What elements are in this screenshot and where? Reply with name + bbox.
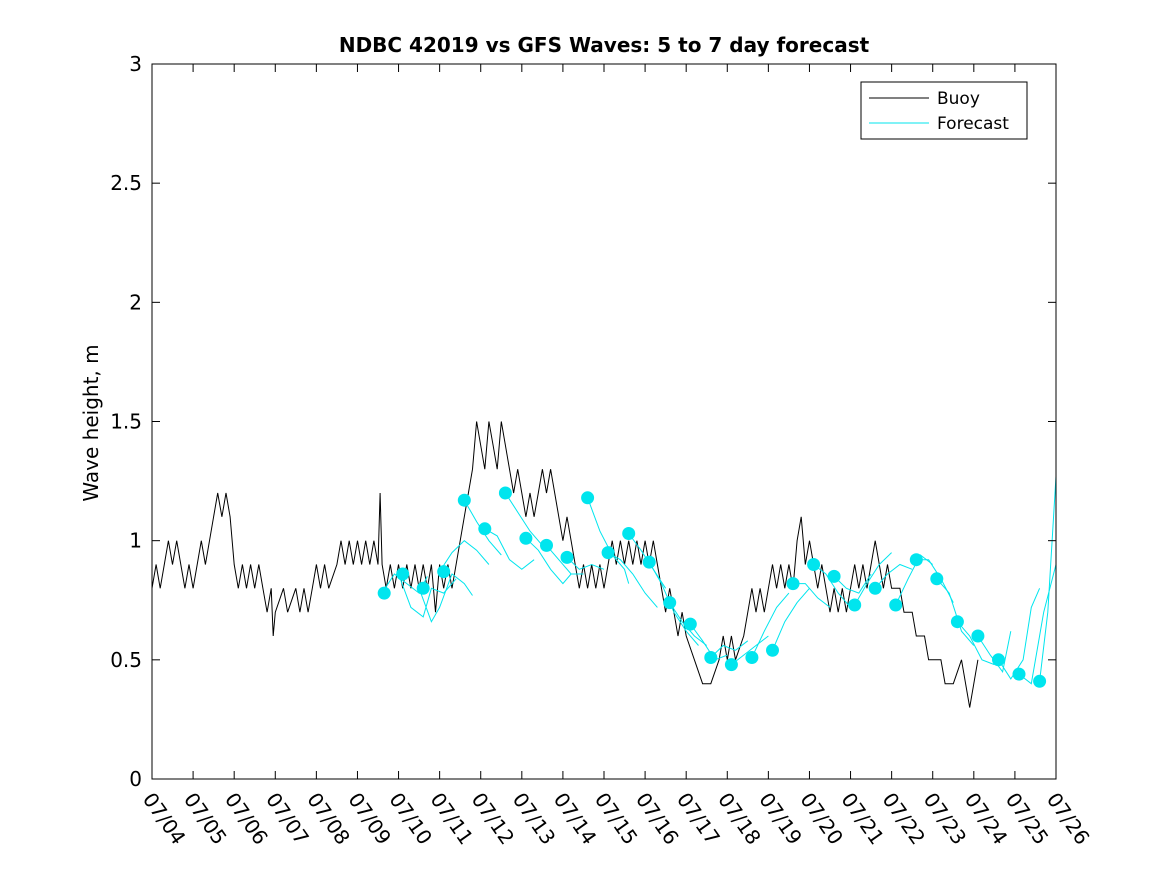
forecast-series-line-18 xyxy=(751,592,790,658)
forecast-marker-13 xyxy=(642,555,656,569)
forecast-marker-1 xyxy=(396,567,410,581)
forecast-marker-23 xyxy=(848,598,862,612)
forecast-series-line-16 xyxy=(710,640,749,658)
buoy-series-line xyxy=(151,421,979,708)
forecast-series-line-8 xyxy=(546,545,584,575)
y-tick-label-0: 0 xyxy=(129,767,142,791)
forecast-marker-9 xyxy=(560,550,574,564)
forecast-marker-0 xyxy=(377,586,391,600)
forecast-series-line-23 xyxy=(854,552,892,606)
forecast-marker-15 xyxy=(683,617,697,631)
forecast-marker-6 xyxy=(498,486,512,500)
forecast-marker-4 xyxy=(457,493,471,507)
y-tick-label-4: 2 xyxy=(129,290,142,314)
legend-forecast-label: Forecast xyxy=(937,114,1009,134)
forecast-marker-10 xyxy=(581,491,595,505)
forecast-marker-8 xyxy=(540,538,553,552)
y-tick-label-3: 1.5 xyxy=(110,410,142,434)
forecast-series-line-21 xyxy=(813,564,851,608)
forecast-series-line-9 xyxy=(566,557,605,570)
legend-box xyxy=(860,81,1028,140)
forecast-marker-17 xyxy=(724,658,738,672)
forecast-marker-18 xyxy=(745,651,759,664)
legend: Buoy Forecast xyxy=(860,81,1028,140)
forecast-marker-7 xyxy=(519,531,533,545)
forecast-marker-19 xyxy=(766,643,779,657)
forecast-marker-28 xyxy=(950,615,964,629)
forecast-series-line-22 xyxy=(833,573,872,594)
forecast-marker-20 xyxy=(786,577,800,591)
legend-buoy-label: Buoy xyxy=(937,89,980,109)
forecast-series-line-13 xyxy=(648,561,699,646)
y-tick-label-5: 2.5 xyxy=(110,171,142,195)
forecast-series-line-7 xyxy=(525,537,572,585)
forecast-series-line-30 xyxy=(998,588,1041,680)
forecast-series-line-3 xyxy=(439,540,490,572)
forecast-marker-26 xyxy=(909,553,923,567)
forecast-marker-12 xyxy=(622,527,636,540)
forecast-marker-22 xyxy=(827,569,841,583)
forecast-marker-32 xyxy=(1033,674,1047,688)
forecast-marker-24 xyxy=(868,581,882,595)
forecast-series-line-15 xyxy=(689,623,728,661)
y-tick-label-6: 3 xyxy=(129,52,142,76)
forecast-series-line-28 xyxy=(957,621,995,666)
forecast-series-line-11 xyxy=(607,552,658,608)
chart-title: NDBC 42019 vs GFS Waves: 5 to 7 day fore… xyxy=(339,33,870,57)
forecast-marker-31 xyxy=(1012,667,1026,681)
y-tick-label-1: 0.5 xyxy=(110,648,142,672)
forecast-series-line-32 xyxy=(1039,476,1057,682)
forecast-series-line-31 xyxy=(1018,564,1057,685)
y-tick-label-2: 1 xyxy=(129,529,142,553)
forecast-series-line-5 xyxy=(484,528,535,570)
forecast-marker-29 xyxy=(971,629,985,643)
forecast-marker-11 xyxy=(601,546,615,560)
forecast-series-line-6 xyxy=(504,492,543,546)
forecast-marker-16 xyxy=(704,651,718,664)
forecast-marker-25 xyxy=(889,598,903,612)
forecast-marker-27 xyxy=(930,572,944,586)
y-axis-label: Wave height, m xyxy=(79,344,103,501)
forecast-series-line-27 xyxy=(936,578,975,646)
forecast-series-line-24 xyxy=(874,563,913,589)
forecast-marker-30 xyxy=(992,653,1005,667)
forecast-series-line-17 xyxy=(731,635,769,665)
forecast-marker-3 xyxy=(437,565,451,579)
forecast-marker-5 xyxy=(478,522,492,536)
forecast-series-line-2 xyxy=(418,573,473,623)
forecast-marker-21 xyxy=(807,558,821,571)
forecast-marker-2 xyxy=(416,581,430,595)
forecast-series-line-19 xyxy=(772,587,810,651)
forecast-marker-14 xyxy=(663,596,677,610)
